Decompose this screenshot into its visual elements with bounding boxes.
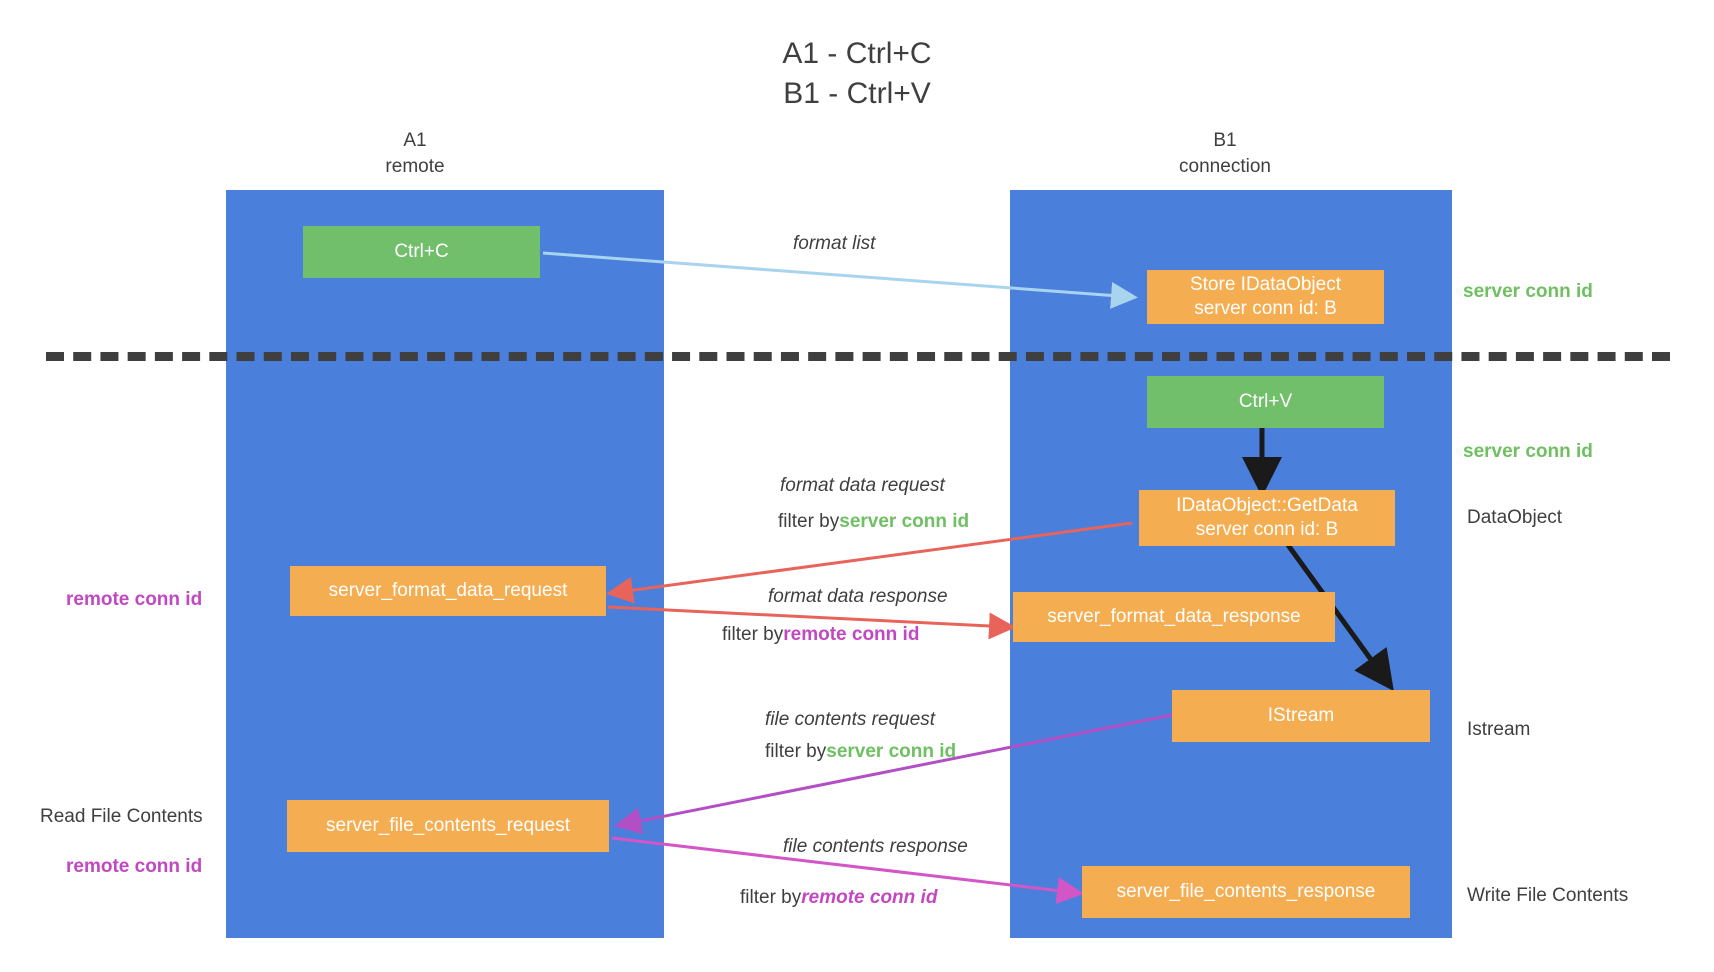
column-header-a1: A1 remote — [385, 130, 445, 177]
box-server-format-data-response[interactable]: server_format_data_response — [1013, 592, 1335, 642]
side-label-server-conn-id-top: server conn id — [1463, 281, 1593, 302]
filter-prefix: filter by — [778, 511, 840, 532]
filter-prefix: filter by — [765, 741, 827, 762]
side-label-istream: Istream — [1467, 719, 1531, 740]
box-ctrl-c[interactable]: Ctrl+C — [303, 226, 540, 278]
page-title: A1 - Ctrl+C B1 - Ctrl+V — [782, 37, 932, 110]
edge-label-format-data-request-filter: filter byserver conn id — [778, 510, 969, 534]
side-label-dataobject: DataObject — [1467, 507, 1563, 528]
box-server-format-data-request[interactable]: server_format_data_request — [290, 566, 606, 616]
filter-prefix: filter by — [740, 887, 802, 908]
filter-prefix: filter by — [722, 624, 784, 645]
edge-label-format-data-response: format data response — [768, 586, 948, 607]
box-ctrl-v[interactable]: Ctrl+V — [1147, 376, 1384, 428]
filter-value-remote-conn-id: remote conn id — [783, 624, 920, 645]
box-server-file-contents-request[interactable]: server_file_contents_request — [287, 800, 609, 852]
edge-label-format-data-response-filter: filter byremote conn id — [722, 623, 919, 647]
edge-label-file-contents-response: file contents response — [783, 836, 968, 857]
box-idataobject-getdata[interactable]: IDataObject::GetData server conn id: B — [1139, 490, 1395, 546]
edge-label-format-list: format list — [793, 233, 876, 254]
side-label-read-file-contents: Read File Contents — [40, 806, 203, 827]
side-label-remote-conn-id-bottom: remote conn id — [66, 856, 203, 877]
edge-label-format-data-request: format data request — [780, 475, 945, 496]
edge-label-file-contents-response-filter: filter byremote conn id — [740, 886, 937, 910]
filter-value-remote-conn-id: remote conn id — [801, 887, 938, 908]
side-label-remote-conn-id-top: remote conn id — [66, 589, 203, 610]
edge-label-file-contents-request-filter: filter byserver conn id — [765, 740, 956, 764]
side-label-write-file-contents: Write File Contents — [1467, 885, 1629, 906]
side-label-server-conn-id-mid: server conn id — [1463, 441, 1593, 462]
box-server-file-contents-response[interactable]: server_file_contents_response — [1082, 866, 1410, 918]
filter-value-server-conn-id: server conn id — [839, 511, 970, 532]
filter-value-server-conn-id: server conn id — [826, 741, 957, 762]
box-istream[interactable]: IStream — [1172, 690, 1430, 742]
column-header-b1: B1 connection — [1179, 130, 1271, 177]
phase-divider — [46, 352, 1670, 361]
edge-label-file-contents-request: file contents request — [765, 709, 936, 730]
box-store-idataobject[interactable]: Store IDataObject server conn id: B — [1147, 270, 1384, 324]
